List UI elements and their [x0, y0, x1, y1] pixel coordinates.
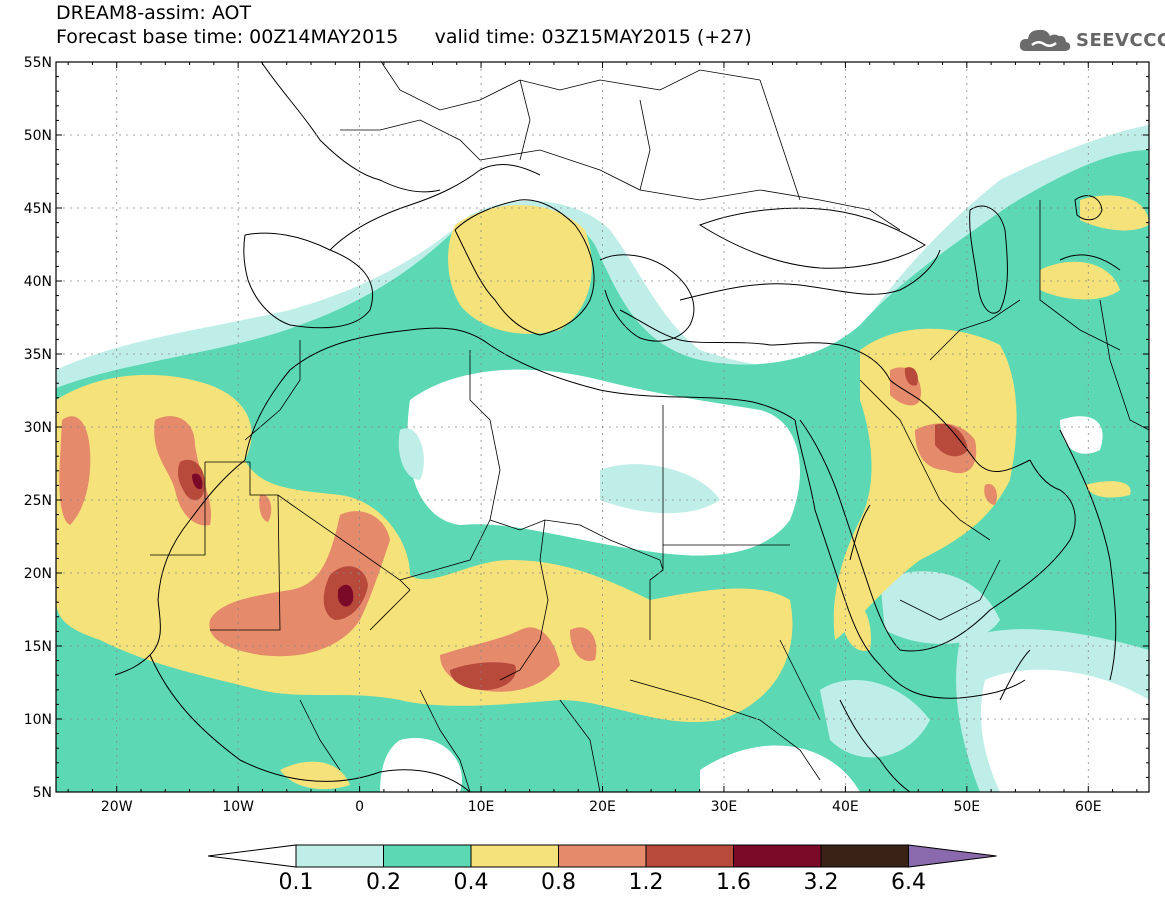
- aot-field: [56, 125, 1149, 792]
- border-algeria-libya: [469, 350, 501, 521]
- lat-label: 30N: [24, 420, 52, 436]
- somalia-tip: [999, 649, 1031, 701]
- border-yemen-oman: [899, 559, 1001, 621]
- aot-level-1-6: [192, 473, 354, 607]
- border-morocco-algeria: [244, 340, 301, 441]
- red-sea-east: [849, 504, 871, 561]
- turkey-black-sea: [679, 249, 941, 301]
- aral-sea: [1074, 195, 1103, 221]
- border-poland: [639, 99, 651, 191]
- italy-coast: [454, 199, 595, 336]
- border-saudi-iraq: [859, 379, 991, 541]
- lat-label: 10N: [24, 712, 52, 728]
- lon-label: 0: [355, 799, 364, 815]
- lat-label: 50N: [24, 128, 52, 144]
- lon-label: 20W: [101, 799, 133, 815]
- red-sea-africa-coast: [794, 419, 1026, 699]
- levant-turkey-coast: [619, 309, 891, 381]
- lon-label: 60E: [1075, 799, 1102, 815]
- time-info: Forecast base time: 00Z14MAY2015 valid t…: [56, 26, 752, 48]
- lat-label: 45N: [24, 201, 52, 217]
- colorbar-swatch: [295, 844, 384, 868]
- colorbar-swatch: [470, 844, 559, 868]
- border-afghanistan: [1099, 299, 1149, 431]
- lon-label: 10W: [222, 799, 254, 815]
- colorbar-swatch: [558, 844, 647, 868]
- lon-label: 30E: [711, 799, 738, 815]
- lat-label: 15N: [24, 639, 52, 655]
- lat-label: 35N: [24, 347, 52, 363]
- persian-gulf: [889, 379, 1031, 473]
- border-niger-chad: [499, 519, 549, 681]
- border-mauritania-east: [210, 494, 281, 631]
- map-title: DREAM8-assim: AOT: [56, 2, 252, 24]
- iberia-coast: [243, 232, 374, 329]
- east-africa-coast: [839, 699, 911, 792]
- border-central-africa: [559, 699, 601, 792]
- seevccc-logo: SEEVCCC: [1018, 24, 1165, 56]
- colorbar-level-label: 0.8: [541, 870, 576, 895]
- lat-label: 55N: [24, 55, 52, 71]
- border-europe-south: [340, 119, 901, 231]
- border-central-asia: [1039, 200, 1121, 351]
- black-sea: [698, 207, 926, 269]
- western-europe-coast: [260, 62, 441, 193]
- border-chad-sudan: [649, 545, 664, 640]
- border-sudan-south: [629, 679, 821, 781]
- border-europe-north: [380, 62, 761, 111]
- border-west-africa: [299, 699, 341, 771]
- colorbar-level-label: 3.2: [804, 870, 839, 895]
- arabia-west-coast: [799, 419, 901, 651]
- arabia-south-coast: [899, 459, 1076, 652]
- colorbar-level-label: 1.2: [629, 870, 664, 895]
- colorbar-level-label: 0.1: [279, 870, 314, 895]
- colorbar-high-extension: [908, 844, 997, 868]
- colorbar-labels: 0.1 0.2 0.4 0.8 1.2 1.6 3.2 6.4: [279, 870, 927, 895]
- lat-label: 5N: [33, 785, 52, 801]
- coastlines: [114, 62, 1121, 792]
- cloud-icon: [1019, 29, 1071, 51]
- colorbar-level-label: 6.4: [891, 870, 926, 895]
- border-ethiopia: [779, 639, 821, 721]
- border-ukraine: [759, 79, 801, 201]
- west-africa-coast: [114, 459, 246, 676]
- longitude-labels: 20W 10W 0 10E 20E 30E 40E 50E 60E: [101, 799, 1102, 815]
- lon-label: 20E: [589, 799, 616, 815]
- lat-label: 20N: [24, 566, 52, 582]
- colorbar-swatch: [733, 844, 822, 868]
- central-asia-lake: [1059, 254, 1121, 271]
- caspian-sea: [969, 205, 1008, 314]
- border-mauritania-north: [150, 462, 206, 556]
- india-coast: [1059, 429, 1117, 681]
- border-nigeria: [419, 689, 471, 792]
- gulf-of-guinea-coast: [149, 654, 471, 792]
- colorbar-swatch: [383, 844, 472, 868]
- logo-text: SEEVCCC: [1076, 29, 1165, 51]
- colorbar-swatch: [645, 844, 734, 868]
- colorbar-level-label: 0.4: [454, 870, 489, 895]
- colorbar-low-extension: [207, 844, 297, 868]
- north-africa-coast: [244, 327, 796, 461]
- base-time: Forecast base time: 00Z14MAY2015: [56, 26, 399, 48]
- border-mauritania-mali: [249, 462, 411, 631]
- france-coast: [329, 164, 541, 251]
- border-germany: [519, 79, 531, 161]
- lon-label: 10E: [468, 799, 495, 815]
- colorbar-level-label: 1.6: [716, 870, 751, 895]
- country-borders: [150, 62, 1149, 792]
- greece-coast: [599, 254, 695, 342]
- gridlines: [56, 62, 1149, 792]
- latitude-labels: 55N 50N 45N 40N 35N 30N 25N 20N 15N 10N 5N: [24, 55, 52, 801]
- lat-label: 25N: [24, 493, 52, 509]
- lon-label: 50E: [953, 799, 980, 815]
- colorbar-level-label: 0.2: [366, 870, 401, 895]
- valid-time: valid time: 03Z15MAY2015 (+27): [434, 26, 752, 48]
- lon-label: 40E: [832, 799, 859, 815]
- border-iraq-iran: [929, 299, 1021, 361]
- colorbar-swatch: [820, 844, 909, 868]
- axis-ticks: [56, 61, 1149, 793]
- colorbar: [207, 844, 997, 868]
- lat-label: 40N: [24, 274, 52, 290]
